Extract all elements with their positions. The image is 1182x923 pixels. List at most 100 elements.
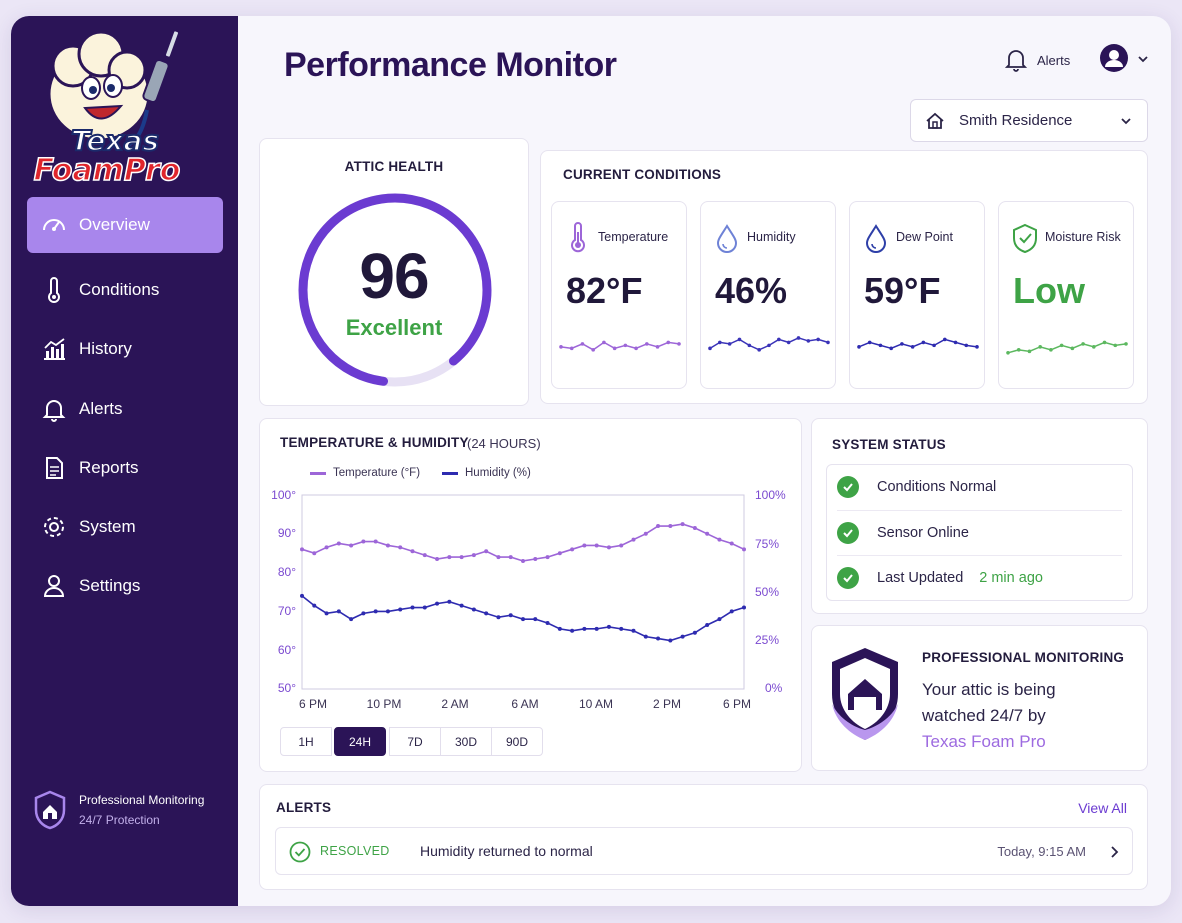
range-30d-button[interactable]: 30D xyxy=(440,727,492,756)
alerts-card: ALERTS View All RESOLVED Humidity return… xyxy=(259,784,1148,890)
sidebar-item-reports[interactable]: Reports xyxy=(27,440,223,496)
thermometer-icon xyxy=(571,222,585,253)
sparkline-point xyxy=(953,340,958,345)
humidity-point xyxy=(324,611,329,616)
temperature-point xyxy=(410,549,415,554)
view-all-link[interactable]: View All xyxy=(1078,800,1127,816)
sparkline-point xyxy=(718,340,722,345)
humidity-point xyxy=(729,609,734,614)
sparkline-point xyxy=(806,339,811,343)
metric-temperature[interactable]: Temperature 82°F xyxy=(551,201,687,389)
temperature-point xyxy=(300,547,304,552)
property-selector[interactable]: Smith Residence xyxy=(910,99,1148,142)
y-left-tick: 90° xyxy=(277,526,296,540)
professional-monitoring-card: PROFESSIONAL MONITORING Your attic is be… xyxy=(811,625,1148,771)
alerts-title: ALERTS xyxy=(276,800,332,815)
temperature-point xyxy=(385,543,390,548)
sidebar-item-label: Conditions xyxy=(79,280,160,299)
temperature-point xyxy=(521,558,525,563)
temperature-point xyxy=(373,539,378,544)
logo-text-foampro: FoamPro xyxy=(34,153,181,188)
texas-foam-pro-logo[interactable]: Texas FoamPro xyxy=(29,22,189,190)
status-row: Conditions Normal xyxy=(837,465,1122,509)
gear-icon xyxy=(44,517,64,537)
check-icon xyxy=(837,566,859,589)
humidity-point xyxy=(557,626,562,631)
temperature-point xyxy=(459,555,464,560)
sparkline-point xyxy=(569,346,574,351)
humidity-point xyxy=(521,617,525,622)
gauge-progress-arc xyxy=(298,193,492,387)
plot-frame xyxy=(301,494,745,690)
temperature-point xyxy=(717,537,722,542)
alert-time: Today, 9:15 AM xyxy=(997,843,1086,859)
metric-dew-point[interactable]: Dew Point 59°F xyxy=(849,201,985,389)
sidebar-item-label: History xyxy=(79,339,132,358)
chart-icon xyxy=(44,338,65,360)
sidebar-item-conditions[interactable]: Conditions xyxy=(27,262,223,318)
humidity-point xyxy=(631,628,636,633)
temperature-point xyxy=(619,543,624,548)
x-tick: 6 AM xyxy=(511,697,539,711)
temperature-humidity-chart-card: TEMPERATURE & HUMIDITY (24 HOURS) Temper… xyxy=(259,418,802,772)
logo-text-texas: Texas xyxy=(71,124,159,157)
current-conditions-title: CURRENT CONDITIONS xyxy=(563,167,722,182)
sparkline-point xyxy=(602,340,606,345)
range-1h-button[interactable]: 1H xyxy=(280,727,332,756)
sidebar-item-history[interactable]: History xyxy=(27,321,223,377)
current-conditions-card: CURRENT CONDITIONS Temperature 82°F Humi… xyxy=(540,150,1148,404)
sparkline-point xyxy=(1059,343,1064,348)
sparkline-point xyxy=(677,342,681,346)
sparkline-point xyxy=(666,340,671,345)
sparkline-point xyxy=(580,342,585,346)
alert-row[interactable]: RESOLVED Humidity returned to normal Tod… xyxy=(275,827,1133,875)
y-right-tick: 0% xyxy=(765,681,783,695)
humidity-point xyxy=(484,611,489,616)
humidity-point xyxy=(594,626,599,631)
temperature-point xyxy=(545,555,550,560)
shield-home-icon xyxy=(34,790,66,830)
humidity-point xyxy=(717,617,722,622)
sparkline-point xyxy=(708,346,712,351)
header-alerts-button[interactable]: Alerts xyxy=(1005,48,1070,72)
sidebar-footer-title: Professional Monitoring xyxy=(79,793,205,807)
humidity-point xyxy=(692,630,697,635)
check-icon xyxy=(837,476,859,498)
user-icon xyxy=(1105,50,1123,67)
humidity-point xyxy=(459,603,464,608)
temperature-point xyxy=(349,543,354,548)
sidebar-item-system[interactable]: System xyxy=(27,499,223,555)
range-90d-button[interactable]: 90D xyxy=(491,727,543,756)
metric-moisture-risk[interactable]: Moisture Risk Low xyxy=(998,201,1134,389)
temperature-point xyxy=(324,545,329,550)
range-7d-button[interactable]: 7D xyxy=(389,727,441,756)
humidity-point xyxy=(349,617,354,622)
temperature-point xyxy=(705,531,710,536)
chevron-down-icon[interactable] xyxy=(1137,53,1149,65)
metric-value: Low xyxy=(1013,270,1085,311)
range-24h-button[interactable]: 24H xyxy=(334,727,386,756)
humidity-point xyxy=(312,603,317,608)
humidity-point xyxy=(570,628,575,633)
sparkline-point xyxy=(975,345,979,349)
humidity-point xyxy=(385,609,390,614)
metric-humidity[interactable]: Humidity 46% xyxy=(700,201,836,389)
humidity-point xyxy=(373,609,378,614)
sidebar-item-settings[interactable]: Settings xyxy=(27,558,223,614)
humidity-point xyxy=(361,611,366,616)
sidebar-item-alerts[interactable]: Alerts xyxy=(27,381,223,437)
y-left-tick: 60° xyxy=(277,643,296,657)
temperature-point xyxy=(312,551,317,556)
metric-label: Moisture Risk xyxy=(1045,230,1121,244)
avatar[interactable] xyxy=(1100,44,1128,72)
humidity-point xyxy=(533,617,538,622)
y-right-tick: 100% xyxy=(755,488,786,502)
sparkline-point xyxy=(878,343,883,348)
sparkline-point xyxy=(757,348,761,352)
sparkline-point xyxy=(634,346,638,351)
alert-state: RESOLVED xyxy=(320,844,390,858)
metric-value: 59°F xyxy=(864,270,941,311)
humidity-point xyxy=(300,593,304,598)
sidebar-item-overview[interactable]: Overview xyxy=(27,197,223,253)
temperature-point xyxy=(606,545,611,550)
